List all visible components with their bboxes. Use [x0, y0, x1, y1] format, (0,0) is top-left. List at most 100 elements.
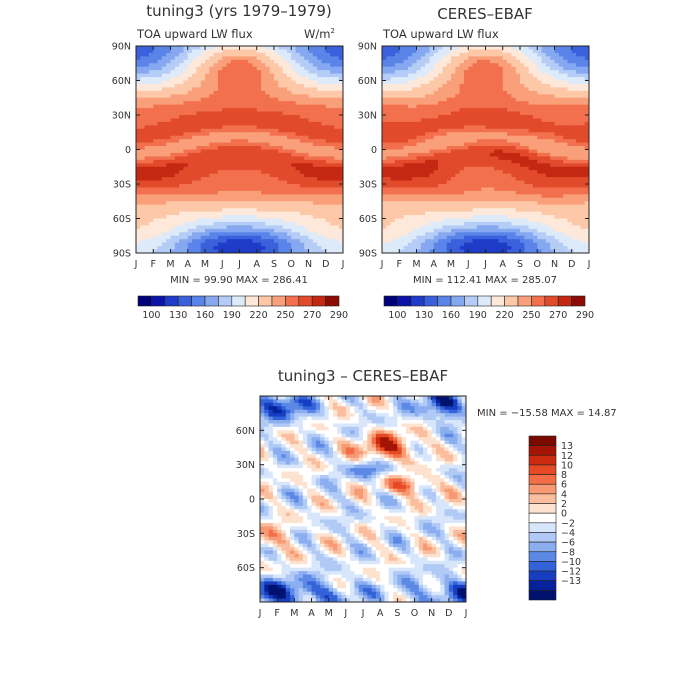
map-cell — [489, 152, 495, 157]
map-cell — [217, 66, 223, 71]
map-cell — [304, 97, 310, 102]
map-cell — [308, 156, 314, 161]
map-cell — [463, 115, 469, 120]
map-cell — [295, 156, 301, 161]
map-cell — [239, 163, 245, 168]
map-cell — [584, 139, 589, 144]
map-cell — [425, 159, 431, 164]
map-cell — [463, 128, 469, 133]
map-cell — [386, 146, 392, 151]
map-cell — [528, 111, 534, 116]
map-cell — [429, 97, 435, 102]
map-cell — [166, 187, 172, 192]
map-cell — [520, 70, 525, 75]
map-cell — [438, 156, 443, 161]
map-cell — [330, 63, 335, 68]
map-cell — [144, 173, 150, 178]
map-cell — [187, 139, 193, 144]
map-cell — [170, 211, 176, 216]
map-cell — [416, 156, 422, 161]
map-cell — [520, 118, 525, 123]
map-cell — [382, 190, 387, 195]
map-cell — [239, 225, 245, 230]
map-cell — [545, 177, 551, 182]
map-cell — [274, 128, 279, 133]
map-cell — [252, 225, 258, 230]
map-cell — [554, 111, 560, 116]
map-cell — [498, 73, 504, 78]
map-cell — [584, 83, 589, 88]
map-cell — [274, 177, 279, 182]
map-cell — [334, 211, 340, 216]
map-cell — [334, 215, 340, 220]
map-cell — [524, 115, 530, 120]
map-cell — [248, 83, 254, 88]
map-cell — [286, 239, 292, 244]
map-cell — [265, 246, 271, 251]
map-cell — [196, 187, 202, 192]
map-cell — [252, 49, 258, 54]
map-cell — [235, 166, 241, 171]
map-cell — [205, 77, 210, 82]
map-cell — [563, 177, 569, 182]
map-cell — [386, 132, 392, 137]
map-cell — [200, 118, 206, 123]
map-cell — [205, 142, 210, 147]
map-cell — [243, 228, 249, 233]
map-cell — [403, 59, 409, 64]
map-cell — [502, 70, 508, 75]
map-cell — [217, 115, 223, 120]
map-cell — [425, 184, 431, 189]
map-cell — [157, 142, 163, 147]
map-cell — [325, 239, 331, 244]
map-cell — [528, 149, 534, 154]
map-cell — [200, 73, 206, 78]
map-cell — [166, 135, 172, 140]
map-cell — [563, 101, 569, 106]
map-cell — [472, 121, 478, 126]
map-cell — [468, 156, 474, 161]
map-cell — [299, 111, 305, 116]
map-cell — [502, 83, 508, 88]
map-cell — [170, 73, 176, 78]
map-cell — [481, 177, 487, 182]
map-cell — [209, 101, 215, 106]
map-cell — [226, 73, 232, 78]
map-cell — [157, 163, 163, 168]
map-cell — [334, 201, 340, 206]
map-cell — [532, 104, 538, 109]
map-cell — [463, 56, 469, 61]
map-cell — [192, 63, 197, 68]
map-cell — [489, 170, 495, 175]
map-cell — [192, 235, 197, 240]
map-cell — [174, 218, 180, 223]
map-cell — [256, 149, 262, 154]
map-cell — [438, 97, 443, 102]
map-cell — [528, 166, 534, 171]
map-cell — [157, 63, 163, 68]
map-cell — [416, 66, 422, 71]
map-cell — [334, 197, 340, 202]
map-cell — [459, 173, 465, 178]
map-cell — [230, 180, 236, 185]
map-cell — [554, 152, 560, 157]
map-cell — [472, 49, 478, 54]
map-cell — [196, 242, 202, 247]
map-cell — [269, 173, 275, 178]
map-cell — [295, 204, 301, 209]
map-cell — [261, 90, 266, 95]
map-cell — [265, 197, 271, 202]
x-tick-label: M — [201, 259, 209, 270]
map-cell — [390, 177, 396, 182]
map-cell — [187, 63, 193, 68]
map-cell — [394, 156, 400, 161]
map-cell — [532, 83, 538, 88]
map-cell — [282, 52, 288, 57]
map-cell — [334, 173, 340, 178]
map-cell — [407, 149, 413, 154]
map-cell — [148, 104, 154, 109]
map-cell — [235, 118, 241, 123]
map-cell — [338, 80, 343, 85]
map-cell — [321, 221, 327, 226]
map-cell — [282, 208, 288, 213]
